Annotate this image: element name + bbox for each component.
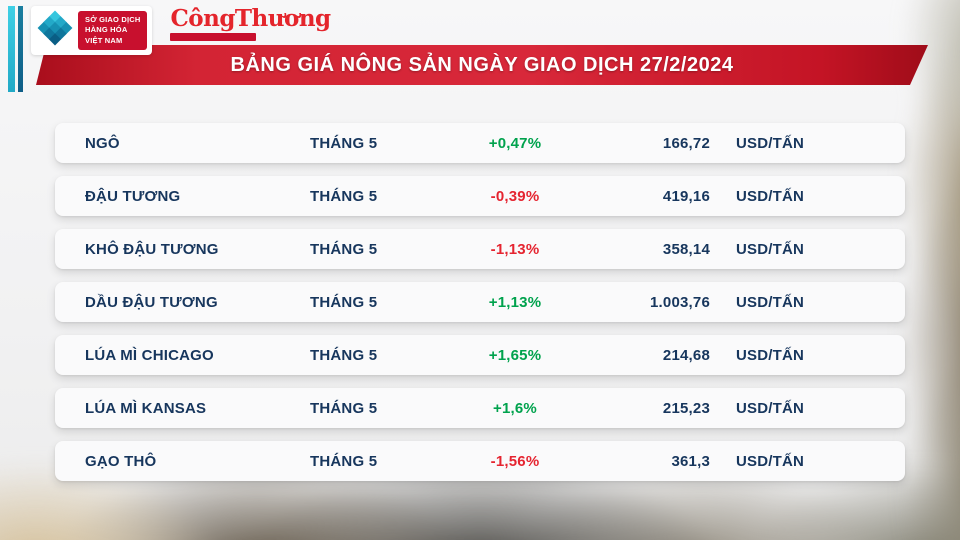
price-value: 358,14	[662, 240, 710, 258]
price-value: 1.003,76	[650, 293, 710, 311]
contract-month: THÁNG 5	[310, 452, 378, 470]
price-unit: USD/TẤN	[736, 346, 805, 364]
table-row: LÚA MÌ CHICAGO THÁNG 5 +1,65% 214,68 USD…	[55, 335, 905, 375]
exchange-logo-line: VIỆT NAM	[85, 35, 123, 45]
table-row: GẠO THÔ THÁNG 5 -1,56% 361,3 USD/TẤN	[55, 441, 905, 481]
contract-month: THÁNG 5	[310, 240, 378, 258]
price-table: NGÔ THÁNG 5 +0,47% 166,72 USD/TẤN ĐẬU TƯ…	[55, 123, 905, 494]
exchange-logo-text: SỞ GIAO DỊCH HÀNG HÓA VIỆT NAM	[78, 11, 148, 50]
commodity-name: ĐẬU TƯƠNG	[85, 187, 181, 205]
table-row: LÚA MÌ KANSAS THÁNG 5 +1,6% 215,23 USD/T…	[55, 388, 905, 428]
price-unit: USD/TẤN	[736, 293, 805, 311]
page-title: BẢNG GIÁ NÔNG SẢN NGÀY GIAO DỊCH 27/2/20…	[230, 53, 734, 76]
change-percent: +1,13%	[488, 293, 542, 311]
table-row: KHÔ ĐẬU TƯƠNG THÁNG 5 -1,13% 358,14 USD/…	[55, 229, 905, 269]
table-row: ĐẬU TƯƠNG THÁNG 5 -0,39% 419,16 USD/TẤN	[55, 176, 905, 216]
diamond-pattern-icon	[36, 9, 74, 52]
newspaper-logo: CôngThương	[164, 6, 336, 42]
price-value: 215,23	[662, 399, 710, 417]
contract-month: THÁNG 5	[310, 346, 378, 364]
commodity-name: LÚA MÌ CHICAGO	[85, 346, 214, 364]
change-percent: -0,39%	[490, 187, 540, 205]
commodity-name: LÚA MÌ KANSAS	[85, 399, 207, 417]
price-value: 214,68	[662, 346, 710, 364]
price-value: 419,16	[662, 187, 710, 205]
brand-edge-bars	[8, 6, 23, 92]
title-banner: BẢNG GIÁ NÔNG SẢN NGÀY GIAO DỊCH 27/2/20…	[36, 45, 928, 85]
brand-header: SỞ GIAO DỊCH HÀNG HÓA VIỆT NAM CôngThươn…	[8, 6, 337, 92]
price-unit: USD/TẤN	[736, 452, 805, 470]
price-value: 361,3	[671, 452, 710, 470]
change-percent: +0,47%	[488, 134, 542, 152]
change-percent: +1,6%	[493, 399, 537, 417]
change-percent: -1,56%	[490, 452, 540, 470]
exchange-logo-line: SỞ GIAO DỊCH	[85, 15, 141, 25]
commodity-name: GẠO THÔ	[85, 452, 157, 470]
change-percent: -1,13%	[490, 240, 540, 258]
contract-month: THÁNG 5	[310, 293, 378, 311]
exchange-logo: SỞ GIAO DỊCH HÀNG HÓA VIỆT NAM	[31, 6, 153, 55]
price-unit: USD/TẤN	[736, 399, 805, 417]
price-unit: USD/TẤN	[736, 187, 805, 205]
price-value: 166,72	[662, 134, 710, 152]
contract-month: THÁNG 5	[310, 187, 378, 205]
contract-month: THÁNG 5	[310, 399, 378, 417]
table-row: NGÔ THÁNG 5 +0,47% 166,72 USD/TẤN	[55, 123, 905, 163]
exchange-logo-line: HÀNG HÓA	[85, 25, 128, 35]
newspaper-logo-underline-bar	[170, 33, 257, 42]
change-percent: +1,65%	[488, 346, 542, 364]
commodity-name: NGÔ	[85, 134, 120, 152]
price-unit: USD/TẤN	[736, 240, 805, 258]
newspaper-logo-text: CôngThương	[170, 5, 331, 32]
commodity-name: KHÔ ĐẬU TƯƠNG	[85, 240, 219, 258]
commodity-name: DẦU ĐẬU TƯƠNG	[85, 293, 218, 311]
contract-month: THÁNG 5	[310, 134, 378, 152]
teal-bar	[18, 6, 23, 92]
cyan-bar	[8, 6, 15, 92]
table-row: DẦU ĐẬU TƯƠNG THÁNG 5 +1,13% 1.003,76 US…	[55, 282, 905, 322]
price-unit: USD/TẤN	[736, 134, 805, 152]
